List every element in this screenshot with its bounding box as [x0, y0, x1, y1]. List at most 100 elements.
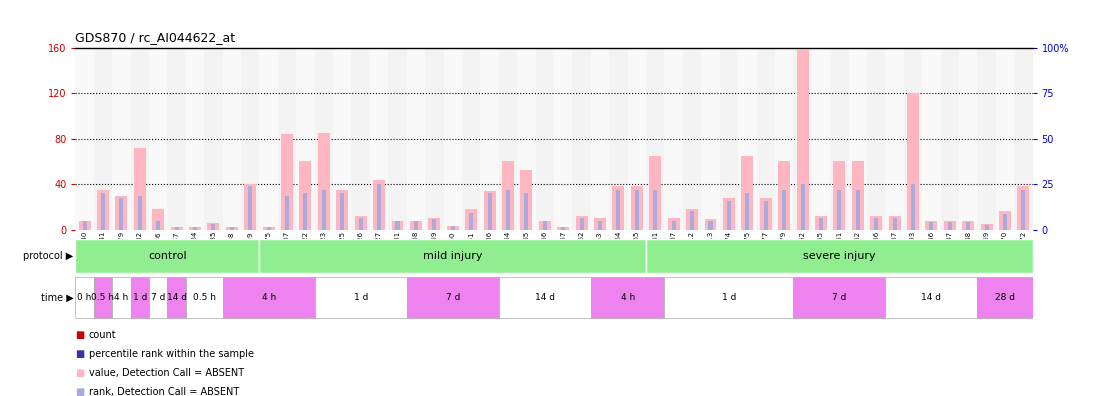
Bar	[774, 48, 793, 230]
Bar	[925, 221, 937, 230]
Bar	[156, 221, 161, 230]
Bar	[296, 48, 315, 230]
Bar	[207, 223, 219, 230]
Bar	[131, 48, 148, 230]
Bar	[263, 227, 275, 230]
Bar	[137, 196, 142, 230]
Bar	[554, 48, 573, 230]
Text: time ▶: time ▶	[41, 293, 73, 303]
Bar	[885, 48, 904, 230]
Bar	[152, 209, 164, 230]
Bar	[591, 48, 609, 230]
Bar	[134, 148, 146, 230]
Bar	[204, 48, 223, 230]
Bar	[189, 227, 201, 230]
Text: 1 d: 1 d	[353, 293, 368, 303]
Bar	[407, 48, 425, 230]
Bar	[830, 48, 849, 230]
Bar	[377, 184, 381, 230]
Bar	[229, 227, 234, 230]
Bar	[75, 48, 94, 230]
Bar	[447, 226, 459, 230]
Bar	[212, 224, 215, 230]
Bar	[630, 187, 643, 230]
Bar	[591, 278, 665, 318]
Bar	[981, 224, 993, 230]
Bar	[223, 278, 315, 318]
Bar	[849, 48, 866, 230]
Text: 4 h: 4 h	[620, 293, 635, 303]
Bar	[186, 278, 223, 318]
Bar	[340, 193, 345, 230]
Bar	[226, 227, 238, 230]
Bar	[800, 184, 804, 230]
Text: 14 d: 14 d	[922, 293, 942, 303]
Bar	[907, 93, 919, 230]
Bar	[763, 201, 768, 230]
Bar	[812, 48, 830, 230]
Bar	[278, 48, 296, 230]
Bar	[930, 222, 933, 230]
Text: 28 d: 28 d	[995, 293, 1015, 303]
Bar	[242, 48, 259, 230]
Bar	[79, 221, 91, 230]
Bar	[115, 196, 127, 230]
Text: 1 d: 1 d	[721, 293, 736, 303]
Bar	[1003, 214, 1007, 230]
Bar	[609, 48, 627, 230]
Bar	[259, 48, 278, 230]
Bar	[267, 227, 270, 230]
Bar	[315, 48, 334, 230]
Bar	[576, 216, 587, 230]
Bar	[760, 198, 771, 230]
Bar	[613, 187, 625, 230]
Bar	[334, 48, 351, 230]
Bar	[112, 48, 131, 230]
Bar	[98, 190, 109, 230]
Bar	[686, 209, 698, 230]
Bar	[960, 48, 977, 230]
Bar	[414, 221, 418, 230]
Bar	[573, 48, 591, 230]
Bar	[738, 48, 757, 230]
Bar	[727, 201, 731, 230]
Bar	[855, 190, 860, 230]
Text: value, Detection Call = ABSENT: value, Detection Call = ABSENT	[89, 367, 244, 378]
Text: protocol ▶: protocol ▶	[23, 251, 73, 261]
Bar	[911, 184, 915, 230]
Bar	[874, 218, 879, 230]
Bar	[391, 221, 403, 230]
Text: 0.5 h: 0.5 h	[193, 293, 216, 303]
Bar	[819, 218, 823, 230]
Bar	[355, 216, 367, 230]
Bar	[947, 222, 952, 230]
Bar	[167, 278, 186, 318]
Bar	[741, 156, 753, 230]
Bar	[782, 190, 787, 230]
Bar	[259, 240, 646, 273]
Bar	[797, 50, 809, 230]
Bar	[425, 48, 443, 230]
Bar	[175, 227, 178, 230]
Bar	[535, 48, 554, 230]
Bar	[720, 48, 738, 230]
Bar	[94, 48, 112, 230]
Bar	[304, 193, 308, 230]
Bar	[962, 221, 974, 230]
Bar	[148, 278, 167, 318]
Bar	[407, 278, 499, 318]
Bar	[483, 191, 495, 230]
Bar	[281, 134, 293, 230]
Bar	[82, 221, 86, 230]
Bar	[793, 48, 812, 230]
Bar	[649, 156, 661, 230]
Text: mild injury: mild injury	[423, 251, 482, 261]
Bar	[793, 278, 885, 318]
Bar	[521, 170, 532, 230]
Bar	[120, 198, 123, 230]
Text: ■: ■	[75, 367, 84, 378]
Bar	[838, 190, 841, 230]
Bar	[499, 48, 517, 230]
Bar	[1014, 48, 1033, 230]
Bar	[889, 216, 901, 230]
